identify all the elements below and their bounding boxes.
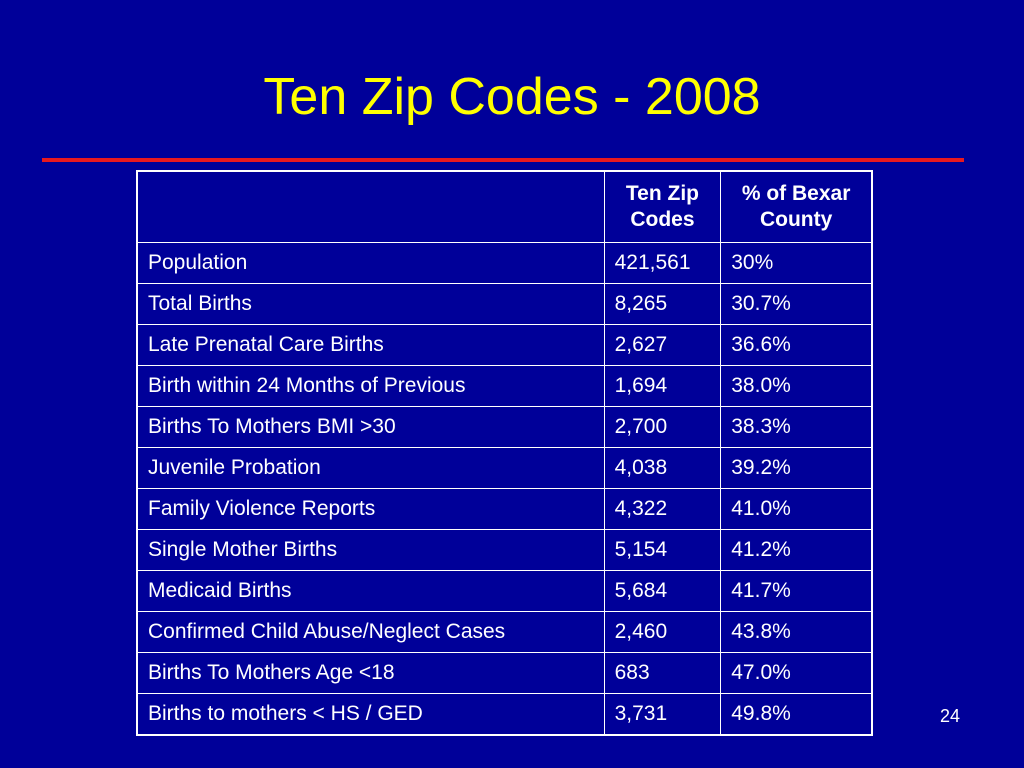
row-count-cell: 2,627	[603, 324, 722, 366]
table-row: Births to mothers < HS / GED 3,731 49.8%	[136, 693, 873, 736]
row-count-cell: 3,731	[603, 693, 722, 736]
row-label-cell: Single Mother Births	[136, 529, 605, 571]
row-percent-cell: 47.0%	[720, 652, 873, 694]
row-percent-cell: 30%	[720, 242, 873, 284]
row-count-cell: 4,322	[603, 488, 722, 530]
row-percent-cell: 41.7%	[720, 570, 873, 612]
table-row: Births To Mothers Age <18 683 47.0%	[136, 652, 873, 694]
row-percent-cell: 30.7%	[720, 283, 873, 325]
table-row: Births To Mothers BMI >30 2,700 38.3%	[136, 406, 873, 448]
table-row: Medicaid Births 5,684 41.7%	[136, 570, 873, 612]
table-header-row: Ten Zip Codes % of Bexar County	[136, 170, 873, 243]
row-count-cell: 1,694	[603, 365, 722, 407]
table-row: Population 421,561 30%	[136, 242, 873, 284]
row-percent-cell: 43.8%	[720, 611, 873, 653]
row-label-cell: Confirmed Child Abuse/Neglect Cases	[136, 611, 605, 653]
row-label-cell: Juvenile Probation	[136, 447, 605, 489]
table-row: Total Births 8,265 30.7%	[136, 283, 873, 325]
row-label-cell: Total Births	[136, 283, 605, 325]
page-number: 24	[940, 706, 961, 726]
table-row: Birth within 24 Months of Previous 1,694 3…	[136, 365, 873, 407]
table-row: Single Mother Births 5,154 41.2%	[136, 529, 873, 571]
row-percent-cell: 39.2%	[720, 447, 873, 489]
row-count-cell: 4,038	[603, 447, 722, 489]
title-divider	[42, 158, 964, 162]
row-label-cell: Medicaid Births	[136, 570, 605, 612]
header-ten-zip-codes: Ten Zip Codes	[603, 170, 722, 243]
row-count-cell: 683	[603, 652, 722, 694]
statistics-table: Ten Zip Codes % of Bexar County Populati…	[136, 170, 873, 736]
row-percent-cell: 38.0%	[720, 365, 873, 407]
row-percent-cell: 41.0%	[720, 488, 873, 530]
row-count-cell: 2,460	[603, 611, 722, 653]
table-row: Juvenile Probation 4,038 39.2%	[136, 447, 873, 489]
row-count-cell: 5,154	[603, 529, 722, 571]
row-label-cell: Births to mothers < HS / GED	[136, 693, 605, 736]
row-label-cell: Births To Mothers BMI >30	[136, 406, 605, 448]
header-label-column	[136, 170, 605, 243]
row-count-cell: 421,561	[603, 242, 722, 284]
row-label-cell: Late Prenatal Care Births	[136, 324, 605, 366]
slide-title: Ten Zip Codes - 2008	[263, 68, 761, 126]
row-percent-cell: 38.3%	[720, 406, 873, 448]
table-body: Population 421,561 30% Total Births 8,265 30.…	[136, 242, 873, 736]
row-percent-cell: 41.2%	[720, 529, 873, 571]
header-percent-bexar-county: % of Bexar County	[720, 170, 873, 243]
row-label-cell: Births To Mothers Age <18	[136, 652, 605, 694]
row-count-cell: 5,684	[603, 570, 722, 612]
row-percent-cell: 49.8%	[720, 693, 873, 736]
row-label-cell: Birth within 24 Months of Previous	[136, 365, 605, 407]
table-row: Late Prenatal Care Births 2,627 36.6%	[136, 324, 873, 366]
row-label-cell: Family Violence Reports	[136, 488, 605, 530]
row-count-cell: 2,700	[603, 406, 722, 448]
row-percent-cell: 36.6%	[720, 324, 873, 366]
table-row: Family Violence Reports 4,322 41.0%	[136, 488, 873, 530]
row-label-cell: Population	[136, 242, 605, 284]
row-count-cell: 8,265	[603, 283, 722, 325]
table-row: Confirmed Child Abuse/Neglect Cases 2,460…	[136, 611, 873, 653]
